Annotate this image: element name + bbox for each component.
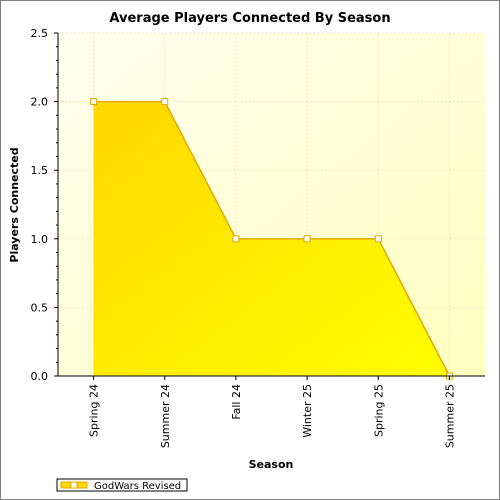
y-tick-label: 0.5 [31, 301, 49, 314]
y-tick-label: 2.0 [31, 96, 49, 109]
legend: GodWars Revised [56, 478, 188, 492]
data-point [90, 98, 98, 106]
y-axis-title: Players Connected [8, 147, 21, 262]
y-axis-ticks: 0.0 0.5 1.0 1.5 2.0 2.5 [31, 27, 58, 383]
x-tick-label: Fall 24 [230, 384, 243, 420]
data-point [161, 98, 169, 106]
x-tick-label: Summer 24 [159, 384, 172, 448]
axes [57, 33, 485, 377]
legend-label: GodWars Revised [94, 481, 181, 492]
data-point [232, 235, 240, 243]
y-tick-label: 1.5 [31, 164, 49, 177]
series-markers [90, 98, 453, 380]
y-tick-label: 2.5 [31, 27, 49, 40]
x-tick-label: Spring 25 [372, 384, 385, 437]
data-point [303, 235, 311, 243]
y-tick-label: 0.0 [31, 370, 49, 383]
x-axis-title: Season [249, 458, 294, 471]
series-line [93, 100, 451, 377]
y-tick-label: 1.0 [31, 233, 49, 246]
legend-swatch [60, 481, 88, 489]
x-tick-label: Spring 24 [88, 384, 101, 437]
legend-box [56, 478, 188, 492]
legend-swatch-marker [70, 481, 78, 489]
x-tick-label: Summer 25 [443, 384, 456, 448]
series-area [93, 101, 450, 376]
x-axis-ticks: Spring 24 Summer 24 Fall 24 Winter 25 Spring… [88, 376, 456, 448]
data-point [374, 235, 382, 243]
x-tick-label: Winter 25 [301, 384, 314, 438]
chart-title: Average Players Connected By Season [109, 11, 390, 26]
